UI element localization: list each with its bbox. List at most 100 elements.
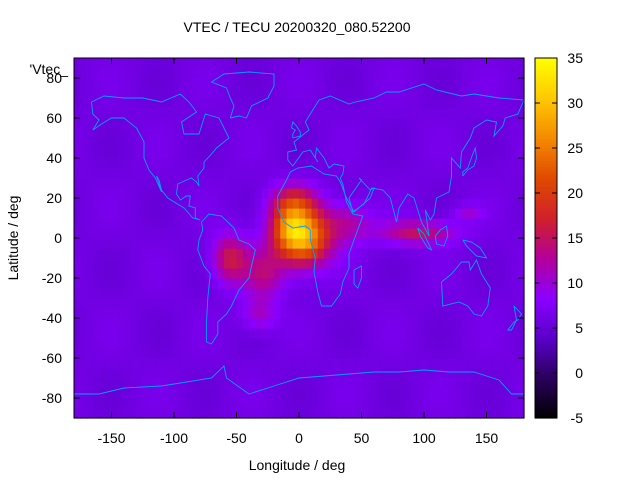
heatmap-cell (86, 248, 94, 259)
heatmap-cell (217, 388, 225, 399)
heatmap-cell (105, 78, 113, 89)
heatmap-cell (242, 208, 250, 219)
heatmap-cell (374, 268, 381, 279)
heatmap-cell (411, 308, 419, 319)
heatmap-cell (161, 298, 169, 309)
heatmap-cell (374, 328, 381, 339)
heatmap-cell (374, 178, 381, 189)
heatmap-cell (474, 98, 481, 109)
heatmap-cell (155, 208, 163, 219)
heatmap-cell (442, 68, 450, 79)
heatmap-cell (486, 298, 494, 309)
heatmap-cell (330, 88, 338, 99)
heatmap-cell (317, 228, 325, 239)
colorbar-segment (535, 208, 557, 212)
heatmap-cell (286, 78, 294, 89)
heatmap-cell (74, 118, 81, 129)
heatmap-cell (136, 278, 144, 289)
heatmap-cell (236, 228, 244, 239)
heatmap-cell (255, 228, 263, 239)
heatmap-cell (261, 268, 269, 279)
heatmap-cell (517, 368, 525, 379)
heatmap-cell (86, 388, 94, 399)
chart-title: VTEC / TECU 20200320_080.52200 (183, 19, 410, 35)
heatmap-cell (99, 308, 106, 319)
heatmap-cell (299, 208, 306, 219)
heatmap-cell (74, 58, 81, 69)
heatmap-cell (517, 108, 525, 119)
heatmap-cell (249, 98, 256, 109)
heatmap-cell (86, 358, 94, 369)
heatmap-cell (136, 308, 144, 319)
colorbar-segment (535, 367, 557, 371)
heatmap-cell (324, 248, 331, 259)
heatmap-cell (436, 198, 444, 209)
heatmap-cell (467, 238, 475, 249)
heatmap-cell (211, 168, 219, 179)
colorbar-segment (535, 361, 557, 365)
heatmap-cell (280, 328, 288, 339)
heatmap-cell (211, 88, 219, 99)
heatmap-cell (411, 398, 419, 409)
heatmap-cell (117, 238, 125, 249)
heatmap-cell (124, 208, 131, 219)
heatmap-cell (280, 318, 288, 329)
heatmap-cell (499, 88, 506, 99)
heatmap-cell (380, 298, 388, 309)
heatmap-cell (186, 148, 194, 159)
heatmap-cell (117, 158, 125, 169)
heatmap-cell (399, 258, 406, 269)
heatmap-cell (136, 398, 144, 409)
heatmap-cell (111, 238, 119, 249)
heatmap-cell (124, 318, 131, 329)
y-tick-label: 60 (46, 110, 62, 126)
heatmap-cell (474, 178, 481, 189)
heatmap-cell (192, 118, 200, 129)
heatmap-cell (417, 178, 425, 189)
heatmap-cell (324, 328, 331, 339)
heatmap-cell (236, 178, 244, 189)
heatmap-cell (155, 168, 163, 179)
heatmap-cell (205, 208, 213, 219)
heatmap-cell (436, 378, 444, 389)
heatmap-cell (161, 108, 169, 119)
heatmap-cell (430, 218, 438, 229)
heatmap-cell (267, 408, 275, 419)
heatmap-cell (480, 218, 488, 229)
heatmap-cell (211, 398, 219, 409)
colorbar-segment (535, 58, 557, 62)
heatmap-cell (142, 208, 150, 219)
heatmap-cell (299, 258, 306, 269)
heatmap-cell (274, 288, 281, 299)
heatmap-cell (180, 178, 188, 189)
heatmap-cell (442, 248, 450, 259)
heatmap-cell (255, 338, 263, 349)
heatmap-cell (392, 98, 400, 109)
heatmap-cell (374, 238, 381, 249)
heatmap-cell (105, 188, 113, 199)
heatmap-cell (411, 338, 419, 349)
heatmap-cell (442, 168, 450, 179)
heatmap-cell (142, 168, 150, 179)
heatmap-cell (305, 368, 313, 379)
heatmap-cell (499, 318, 506, 329)
heatmap-cell (392, 328, 400, 339)
heatmap-cell (105, 108, 113, 119)
heatmap-cell (342, 358, 350, 369)
heatmap-cell (517, 388, 525, 399)
heatmap-cell (280, 298, 288, 309)
heatmap-cell (405, 298, 413, 309)
heatmap-cell (386, 348, 394, 359)
heatmap-cell (267, 298, 275, 309)
heatmap-cell (242, 168, 250, 179)
heatmap-cell (111, 58, 119, 69)
heatmap-cell (124, 248, 131, 259)
heatmap-cell (261, 128, 269, 139)
heatmap-cell (80, 138, 88, 149)
heatmap-cell (486, 128, 494, 139)
heatmap-cell (149, 118, 156, 129)
heatmap-cell (274, 118, 281, 129)
heatmap-cell (211, 68, 219, 79)
heatmap-cell (399, 328, 406, 339)
heatmap-cell (355, 78, 363, 89)
